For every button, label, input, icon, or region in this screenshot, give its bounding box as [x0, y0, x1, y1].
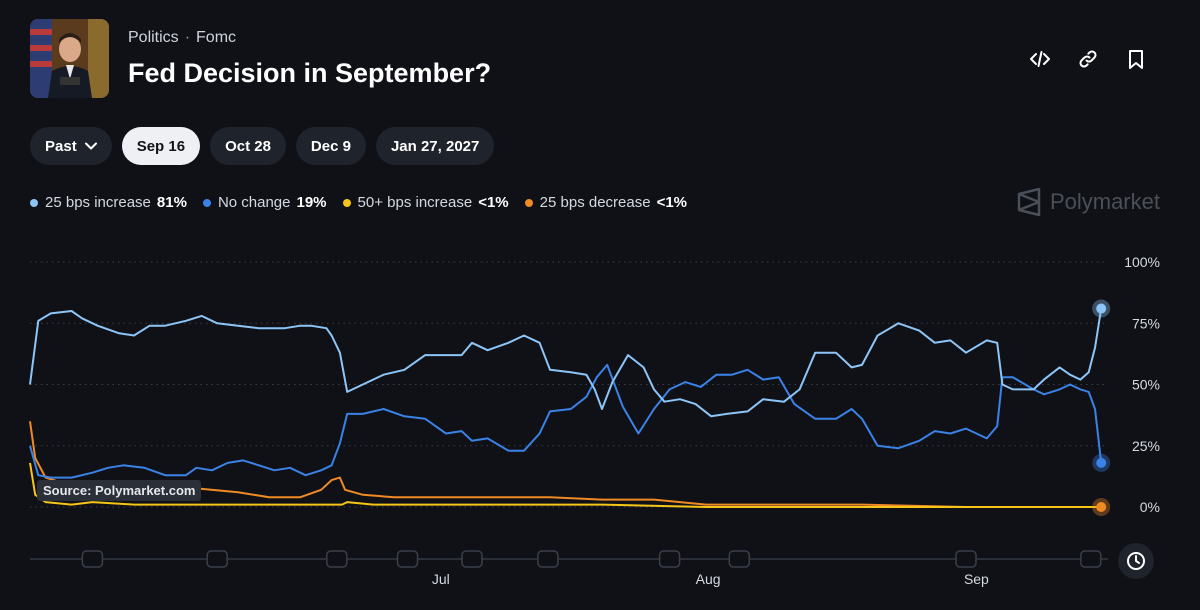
- tab-dec-9[interactable]: Dec 9: [295, 127, 366, 165]
- bookmark-icon: [1129, 50, 1143, 69]
- y-tick-label: 50%: [1132, 377, 1160, 393]
- legend-value: 19%: [296, 194, 327, 211]
- legend-value: 81%: [156, 194, 187, 211]
- y-tick-label: 100%: [1124, 254, 1160, 270]
- y-tick-label: 75%: [1132, 315, 1160, 331]
- tab-past-dropdown[interactable]: Past: [30, 127, 112, 165]
- tab-sep-16[interactable]: Sep 16: [121, 127, 201, 165]
- chevron-down-icon: [84, 142, 97, 150]
- y-axis-labels: 100% 75% 50% 25% 0%: [1124, 254, 1160, 515]
- chart-grid: [30, 261, 1108, 508]
- clock-icon: [1127, 552, 1145, 570]
- series-end-markers: [1092, 299, 1111, 516]
- page-title: Fed Decision in September?: [128, 58, 492, 88]
- tab-label: Past: [45, 137, 77, 155]
- series-line-no-change: [29, 363, 1103, 479]
- series-line-25-bps-increase: [29, 308, 1103, 418]
- date-tabs: Past Sep 16 Oct 28 Dec 9 Jan 27, 2027: [30, 127, 495, 165]
- end-marker: [1096, 502, 1107, 512]
- x-axis-labels: Jul Aug Sep: [432, 571, 989, 587]
- action-bar: [1026, 45, 1150, 73]
- legend-label: 25 bps decrease: [539, 194, 651, 211]
- timeline-event-marker: [728, 550, 751, 568]
- timeline-event-marker: [81, 550, 104, 568]
- brand-name: Polymarket: [1049, 189, 1160, 214]
- legend-dot: [524, 198, 533, 207]
- chart-series: [29, 308, 1103, 508]
- tab-jan-27-2027[interactable]: Jan 27, 2027: [375, 127, 495, 165]
- legend-label: 50+ bps increase: [357, 194, 473, 211]
- market-thumbnail: [30, 19, 109, 98]
- legend-label: 25 bps increase: [45, 194, 151, 211]
- legend-item[interactable]: No change 19%: [202, 194, 327, 211]
- y-tick-label: 25%: [1132, 438, 1160, 454]
- bookmark-button[interactable]: [1122, 45, 1150, 73]
- end-marker: [1096, 457, 1107, 468]
- polymarket-logo-icon: [1017, 188, 1041, 216]
- polymarket-watermark: Polymarket: [1016, 188, 1160, 216]
- legend-item[interactable]: 50+ bps increase <1%: [342, 194, 509, 211]
- thumbnail-image: [30, 19, 109, 98]
- timeline-event-marker: [955, 550, 977, 568]
- tab-label: Dec 9: [310, 137, 351, 155]
- timeline-event-marker: [1080, 550, 1102, 568]
- timeline-scrubber: [30, 550, 1108, 568]
- embed-button[interactable]: [1026, 45, 1054, 73]
- breadcrumb: Politics · Fomc: [128, 29, 236, 47]
- breadcrumb-fomc[interactable]: Fomc: [196, 29, 237, 46]
- source-label: Source: Polymarket.com: [37, 480, 202, 501]
- probability-chart[interactable]: 100% 75% 50% 25% 0% Jul Aug Sep: [0, 240, 1200, 590]
- breadcrumb-politics[interactable]: Politics: [128, 29, 179, 46]
- legend-label: No change: [217, 194, 291, 211]
- legend-dot: [30, 198, 38, 207]
- timeline-event-marker: [326, 550, 348, 568]
- x-tick-label: Aug: [696, 571, 721, 587]
- legend-value: <1%: [478, 194, 509, 211]
- legend-dot: [202, 198, 211, 207]
- legend-dot: [342, 198, 351, 207]
- x-tick-label: Sep: [964, 571, 989, 587]
- legend-item[interactable]: 25 bps increase 81%: [30, 194, 187, 211]
- timeline-event-marker: [396, 550, 419, 568]
- time-range-button[interactable]: [1118, 543, 1154, 579]
- tab-label: Jan 27, 2027: [390, 137, 480, 155]
- embed-icon: [1030, 51, 1050, 67]
- link-icon: [1079, 50, 1097, 68]
- tab-label: Sep 16: [136, 137, 186, 155]
- breadcrumb-separator: ·: [184, 29, 191, 46]
- legend-value: <1%: [656, 194, 688, 211]
- chart-legend: 25 bps increase 81% No change 19% 50+ bp…: [30, 194, 687, 211]
- series-line-50-bps-increase: [29, 462, 1102, 508]
- legend-item[interactable]: 25 bps decrease <1%: [524, 194, 688, 211]
- timeline-event-marker: [461, 550, 483, 568]
- tab-oct-28[interactable]: Oct 28: [210, 127, 286, 165]
- x-tick-label: Jul: [432, 571, 450, 587]
- y-tick-label: 0%: [1140, 499, 1160, 515]
- timeline-event-marker: [537, 550, 559, 568]
- end-marker: [1096, 303, 1107, 314]
- timeline-event-marker: [206, 550, 228, 568]
- copy-link-button[interactable]: [1074, 45, 1102, 73]
- tab-label: Oct 28: [225, 137, 271, 155]
- timeline-event-marker: [658, 550, 681, 568]
